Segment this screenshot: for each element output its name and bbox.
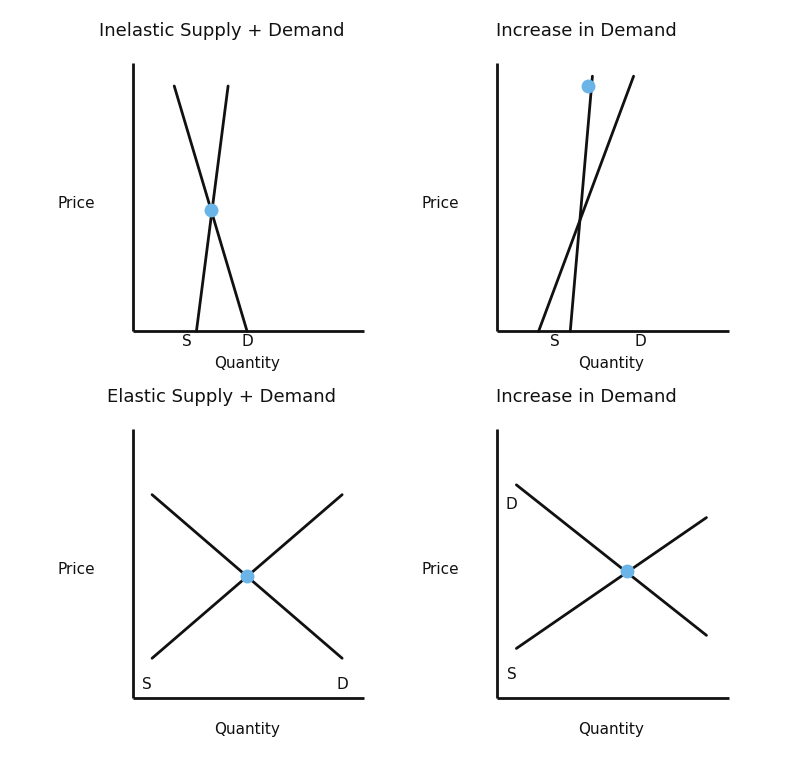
Text: D: D	[506, 497, 517, 512]
Text: Increase in Demand: Increase in Demand	[496, 22, 676, 41]
Text: Quantity: Quantity	[578, 722, 645, 737]
Text: Quantity: Quantity	[214, 722, 280, 737]
Text: Quantity: Quantity	[214, 356, 280, 371]
Text: Increase in Demand: Increase in Demand	[496, 388, 676, 407]
Text: Elastic Supply + Demand: Elastic Supply + Demand	[107, 388, 337, 407]
Text: Inelastic Supply + Demand: Inelastic Supply + Demand	[99, 22, 345, 41]
Text: Price: Price	[421, 196, 459, 211]
Text: S: S	[143, 677, 152, 692]
Text: D: D	[242, 333, 253, 349]
Text: D: D	[337, 677, 348, 692]
Text: Price: Price	[57, 562, 95, 577]
Text: Price: Price	[57, 196, 95, 211]
Text: Price: Price	[421, 562, 459, 577]
Text: S: S	[507, 667, 516, 682]
Text: S: S	[182, 333, 192, 349]
Text: Quantity: Quantity	[578, 356, 645, 371]
Text: S: S	[550, 333, 559, 349]
Text: D: D	[634, 333, 645, 349]
